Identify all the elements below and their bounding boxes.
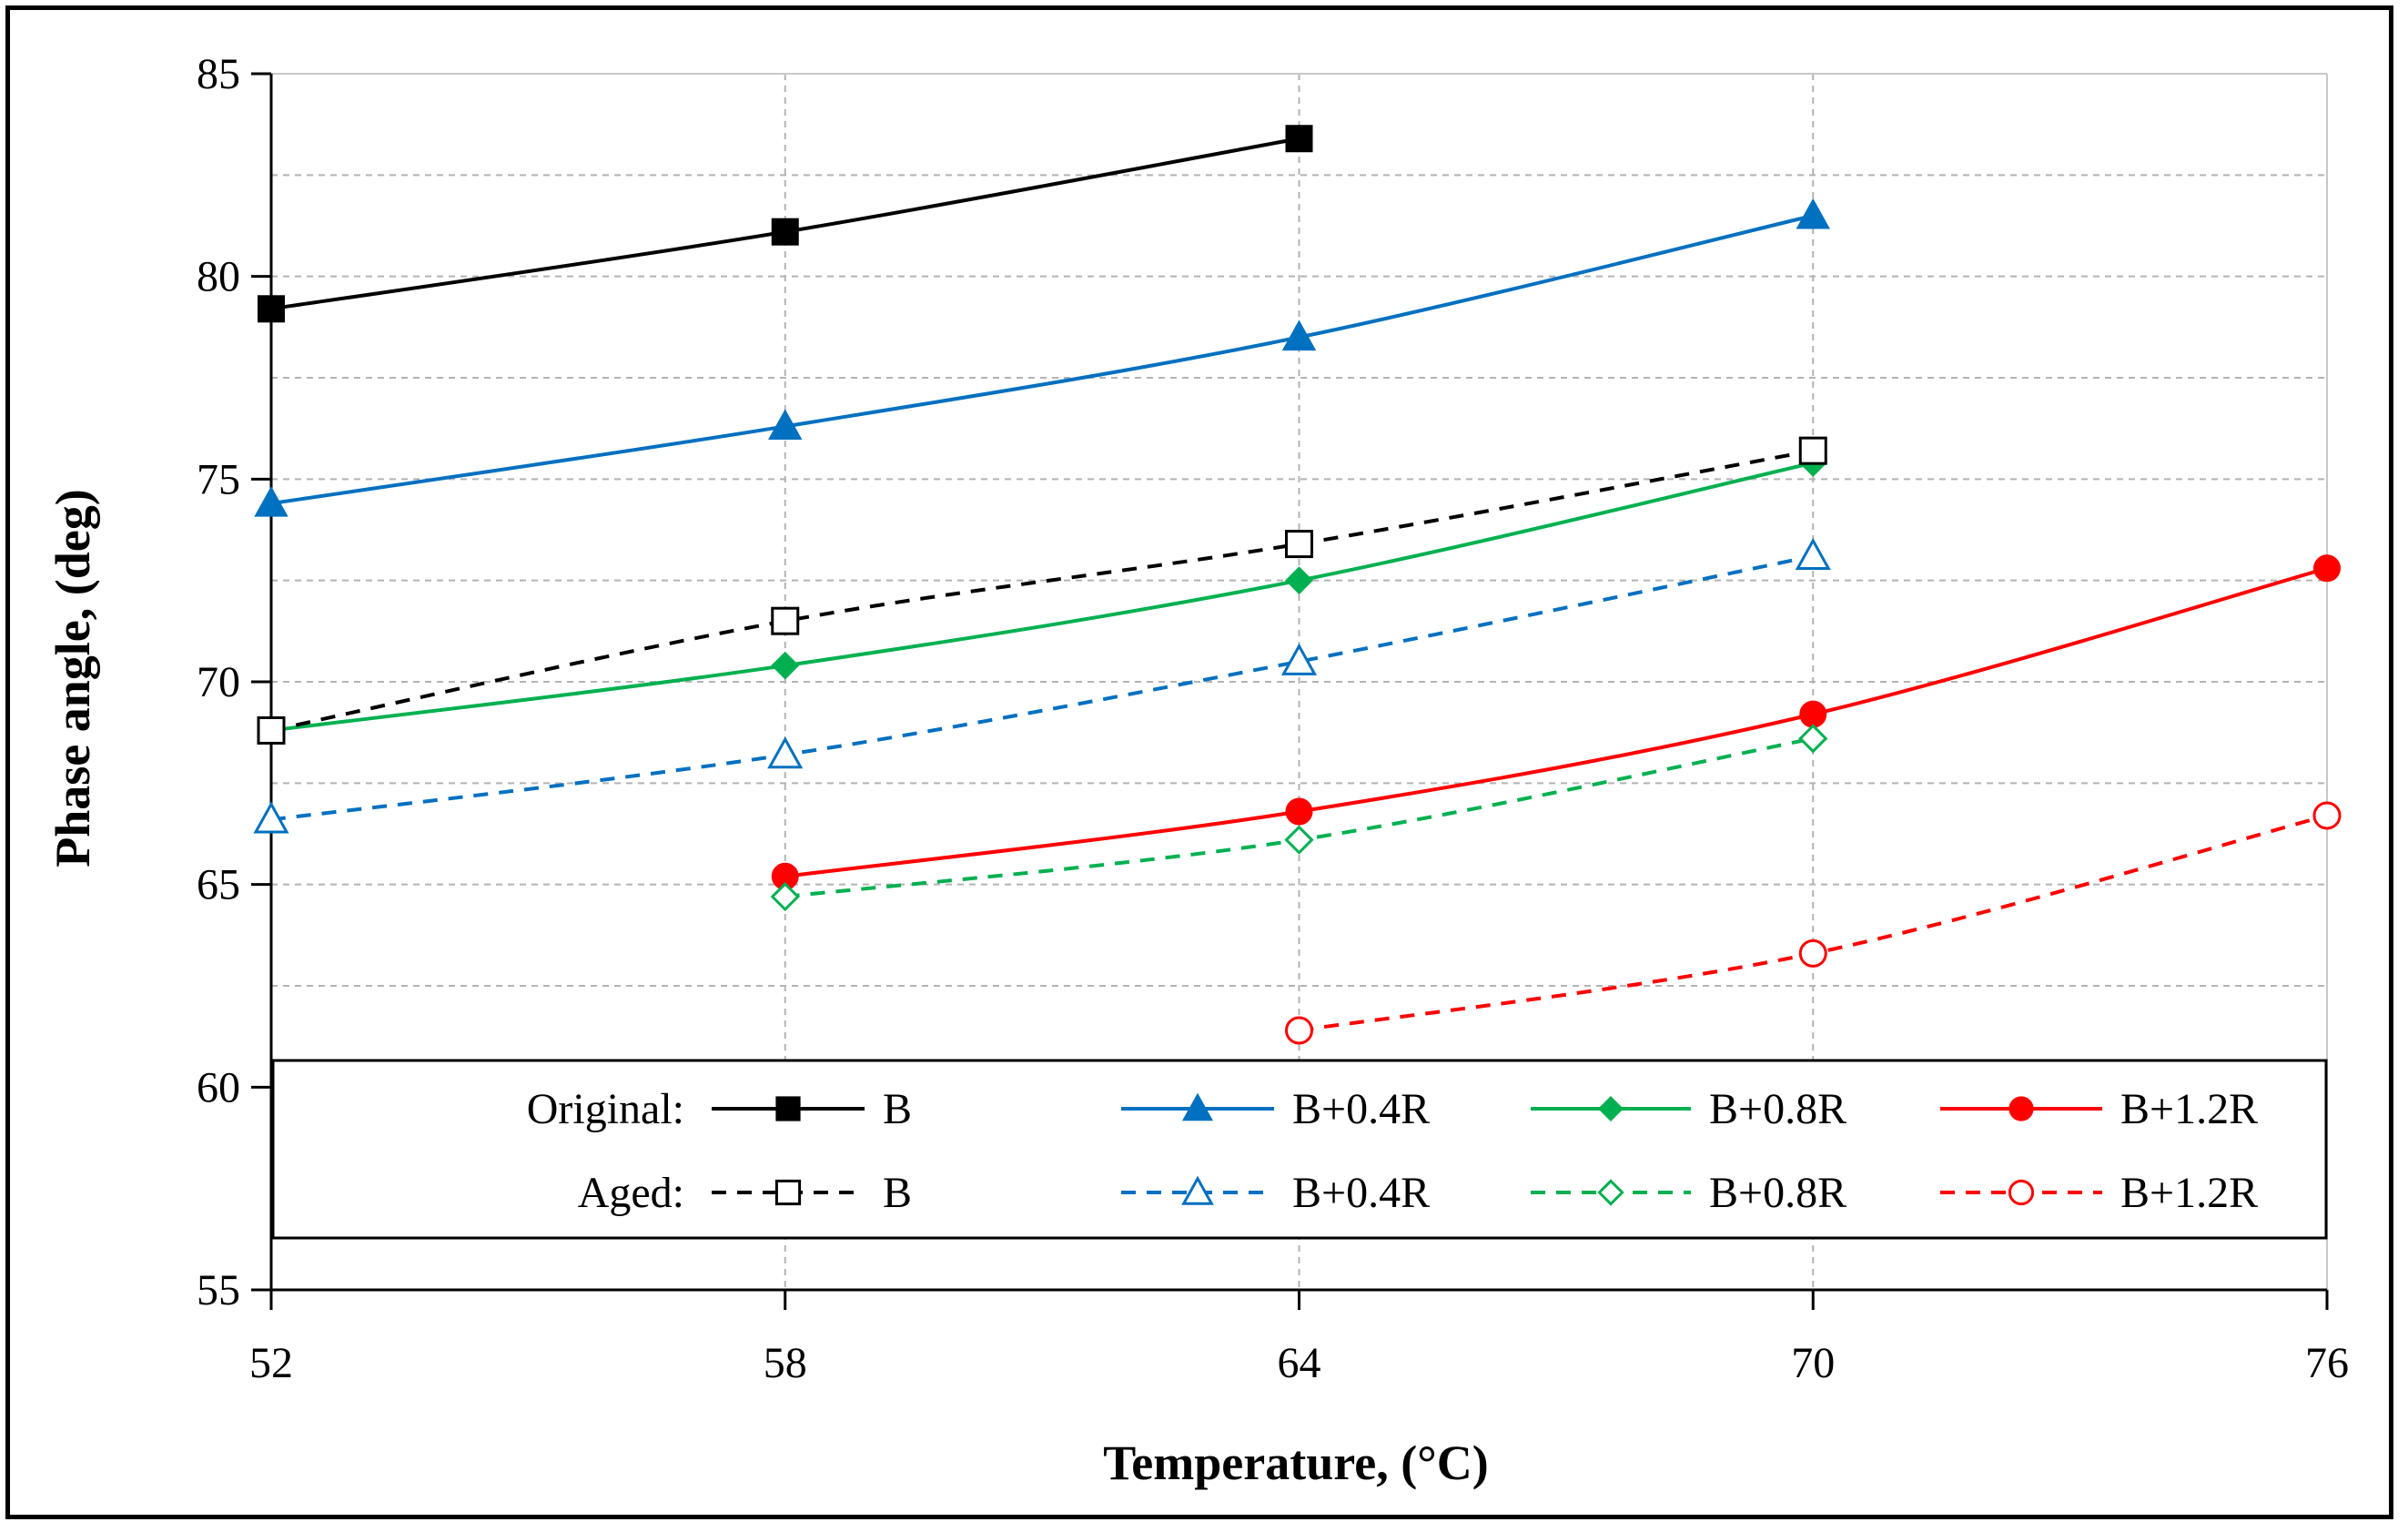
y-tick-label: 60 — [197, 1063, 240, 1111]
series-line-aged-b — [270, 449, 1814, 733]
legend-entry-label: B+1.2R — [2120, 1085, 2258, 1133]
y-tick-label: 85 — [197, 50, 240, 98]
legend: Original: Aged: B B+0.4R B+0.8R B+1.2R B B+0.4R… — [271, 1059, 2328, 1240]
y-axis-title: Phase angle, (deg) — [46, 489, 100, 867]
data-point-original-b-1-2r — [1285, 797, 1313, 826]
data-point-aged-b-0-8r — [770, 881, 800, 912]
data-point-original-b-1-2r — [2313, 554, 2341, 583]
series-layer — [253, 125, 2342, 1045]
legend-entry-label: B+1.2R — [2120, 1169, 2258, 1217]
x-tick-label: 52 — [249, 1339, 293, 1387]
series-line-original-b-0-8r — [270, 461, 1814, 733]
data-point-aged-b-1-2r — [1285, 1016, 1313, 1045]
legend-swatch-marker — [1597, 1095, 1624, 1122]
axes: 55 60 65 70 75 80 85 52 58 64 70 76 — [197, 50, 2349, 1387]
data-point-aged-b-0-8r — [1284, 825, 1314, 855]
data-point-original-b-0-8r — [771, 651, 800, 680]
legend-swatch-marker — [1182, 1092, 1213, 1121]
data-point-aged-b-0-4r — [1280, 643, 1318, 675]
x-tick-label: 70 — [1791, 1339, 1835, 1387]
legend-swatch-marker — [1597, 1179, 1624, 1206]
data-point-original-b-0-8r — [1285, 566, 1313, 595]
legend-swatch-marker — [2008, 1096, 2034, 1121]
data-point-aged-b-0-8r — [1798, 724, 1828, 754]
data-point-original-b-0-4r — [1796, 198, 1830, 229]
y-tick-label: 80 — [197, 253, 240, 301]
data-point-aged-b — [1798, 436, 1827, 465]
legend-entry-label: B+0.4R — [1292, 1085, 1430, 1133]
x-tick-label: 76 — [2305, 1339, 2349, 1387]
data-point-original-b — [771, 218, 799, 246]
data-point-original-b-0-4r — [254, 485, 288, 517]
data-point-original-b-1-2r — [1799, 700, 1827, 728]
series-aged-b — [257, 436, 1827, 745]
data-point-original-b-0-4r — [1281, 320, 1317, 351]
series-aged-b-1-2r — [1285, 801, 2342, 1045]
series-line-aged-b-0-4r — [270, 553, 1814, 822]
series-original-b — [258, 125, 1313, 323]
data-point-aged-b-0-4r — [767, 736, 804, 769]
legend-entry-label: B+0.4R — [1292, 1169, 1430, 1217]
series-aged-b-0-8r — [770, 724, 1828, 912]
data-point-original-b-0-4r — [768, 409, 803, 441]
legend-swatch-marker — [1181, 1175, 1214, 1205]
legend-entry-label: B — [883, 1169, 912, 1217]
legend-group-label: Original: — [527, 1085, 684, 1133]
series-line-original-b-1-2r — [784, 566, 2328, 878]
data-point-aged-b-0-4r — [1795, 537, 1831, 571]
series-original-b-1-2r — [771, 554, 2341, 890]
y-tick-label: 55 — [197, 1266, 240, 1314]
data-point-original-b — [1285, 125, 1313, 153]
x-tick-label: 58 — [764, 1339, 807, 1387]
legend-swatch-marker — [774, 1179, 802, 1206]
legend-box — [271, 1059, 2328, 1240]
series-original-b-0-8r — [257, 449, 1827, 745]
series-original-b-0-4r — [254, 198, 1830, 517]
y-tick-label: 65 — [197, 861, 240, 909]
legend-swatch-marker — [2008, 1179, 2035, 1206]
chart-frame — [5, 5, 2393, 1519]
series-line-original-b-0-4r — [270, 213, 1814, 506]
legend-group-label: Aged: — [578, 1169, 684, 1217]
series-aged-b-0-4r — [253, 537, 1831, 834]
data-point-aged-b — [1285, 530, 1313, 559]
legend-entry-label: B — [883, 1085, 912, 1133]
x-axis-title: Temperature, (°C) — [1103, 1436, 1489, 1490]
data-point-aged-b — [771, 606, 800, 635]
y-tick-label: 70 — [197, 658, 240, 706]
data-point-original-b — [258, 295, 285, 323]
legend-entry-label: B+0.8R — [1709, 1085, 1846, 1133]
legend-swatch-marker — [775, 1096, 801, 1121]
data-point-aged-b-0-4r — [253, 801, 289, 834]
y-tick-label: 75 — [197, 455, 240, 503]
data-point-aged-b-1-2r — [2312, 801, 2342, 830]
data-point-aged-b — [257, 715, 286, 745]
legend-entry-label: B+0.8R — [1709, 1169, 1846, 1217]
data-point-aged-b-1-2r — [1798, 938, 1827, 968]
x-tick-label: 64 — [1278, 1339, 1321, 1387]
